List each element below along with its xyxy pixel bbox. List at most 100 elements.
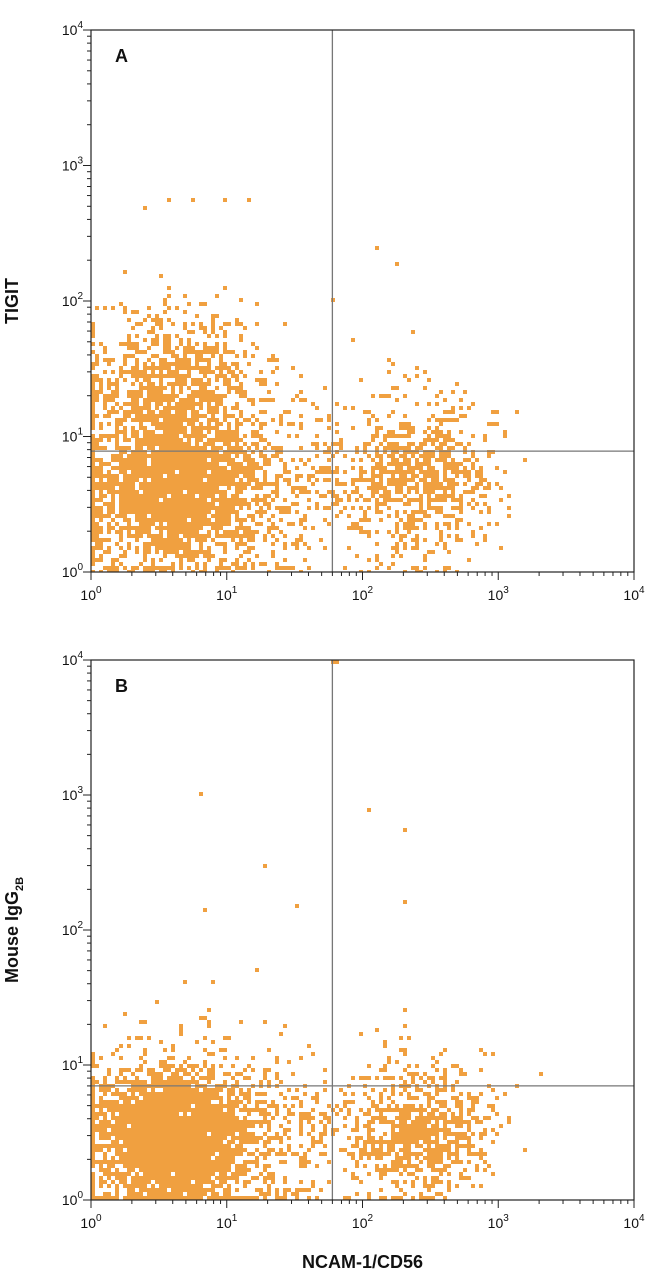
event-dot: [151, 542, 155, 546]
event-dot: [491, 1088, 495, 1092]
event-dot: [379, 454, 383, 458]
event-dot: [179, 1096, 183, 1100]
event-dot: [135, 442, 139, 446]
event-dot: [199, 1076, 203, 1080]
event-dot: [279, 1152, 283, 1156]
event-dot: [103, 1100, 107, 1104]
event-dot: [271, 1136, 275, 1140]
event-dot: [315, 1096, 319, 1100]
event-dot: [131, 566, 135, 570]
event-dot: [151, 522, 155, 526]
event-dot: [155, 514, 159, 518]
event-dot: [259, 426, 263, 430]
event-dot: [131, 1160, 135, 1164]
event-dot: [179, 466, 183, 470]
event-dot: [143, 494, 147, 498]
event-dot: [407, 522, 411, 526]
event-dot: [179, 454, 183, 458]
event-dot: [191, 510, 195, 514]
event-dot: [243, 474, 247, 478]
event-dot: [139, 1068, 143, 1072]
event-dot: [407, 458, 411, 462]
event-dot: [95, 470, 99, 474]
event-dot: [207, 522, 211, 526]
event-dot: [451, 486, 455, 490]
event-dot: [231, 1140, 235, 1144]
event-dot: [139, 1136, 143, 1140]
event-dot: [223, 1180, 227, 1184]
event-dot: [399, 1132, 403, 1136]
event-dot: [235, 542, 239, 546]
event-dot: [91, 1156, 95, 1160]
event-dot: [223, 1168, 227, 1172]
event-dot: [283, 1116, 287, 1120]
event-dot: [243, 1148, 247, 1152]
event-dot: [239, 1196, 243, 1200]
event-dot: [139, 1132, 143, 1136]
event-dot: [383, 498, 387, 502]
event-dot: [323, 386, 327, 390]
event-dot: [119, 1180, 123, 1184]
event-dot: [287, 478, 291, 482]
event-dot: [287, 434, 291, 438]
event-dot: [219, 534, 223, 538]
event-dot: [155, 390, 159, 394]
event-dot: [147, 482, 151, 486]
event-dot: [443, 1048, 447, 1052]
event-dot: [447, 418, 451, 422]
event-dot: [235, 374, 239, 378]
event-dot: [351, 1092, 355, 1096]
event-dot: [379, 1116, 383, 1120]
event-dot: [479, 1156, 483, 1160]
event-dot: [183, 1140, 187, 1144]
event-dot: [175, 450, 179, 454]
event-dot: [187, 1132, 191, 1136]
event-dot: [407, 1036, 411, 1040]
event-dot: [147, 330, 151, 334]
event-dot: [107, 1124, 111, 1128]
event-dot: [171, 1164, 175, 1168]
event-dot: [335, 450, 339, 454]
event-dot: [271, 1148, 275, 1152]
event-dot: [299, 1124, 303, 1128]
event-dot: [163, 466, 167, 470]
event-dot: [191, 554, 195, 558]
event-dot: [127, 502, 131, 506]
event-dot: [167, 1136, 171, 1140]
event-dot: [375, 1104, 379, 1108]
event-dot: [243, 526, 247, 530]
event-dot: [363, 510, 367, 514]
event-dot: [175, 414, 179, 418]
event-dot: [411, 1184, 415, 1188]
event-dot: [167, 530, 171, 534]
event-dot: [247, 530, 251, 534]
event-dot: [323, 494, 327, 498]
event-dot: [415, 1088, 419, 1092]
event-dot: [355, 1164, 359, 1168]
event-dot: [299, 1056, 303, 1060]
event-dot: [123, 410, 127, 414]
event-dot: [431, 1096, 435, 1100]
event-dot: [115, 1144, 119, 1148]
event-dot: [183, 346, 187, 350]
event-dot: [227, 1112, 231, 1116]
event-dot: [471, 454, 475, 458]
event-dot: [371, 1116, 375, 1120]
event-dot: [407, 430, 411, 434]
event-dot: [283, 470, 287, 474]
event-dot: [179, 1168, 183, 1172]
event-dot: [211, 466, 215, 470]
event-dot: [299, 490, 303, 494]
event-dot: [91, 410, 95, 414]
event-dot: [187, 342, 191, 346]
event-dot: [439, 482, 443, 486]
event-dot: [407, 518, 411, 522]
event-dot: [267, 1176, 271, 1180]
event-dot: [203, 374, 207, 378]
event-dot: [167, 466, 171, 470]
event-dot: [219, 1112, 223, 1116]
event-dot: [115, 1080, 119, 1084]
event-dot: [211, 1124, 215, 1128]
event-dot: [335, 1104, 339, 1108]
event-dot: [171, 570, 175, 572]
